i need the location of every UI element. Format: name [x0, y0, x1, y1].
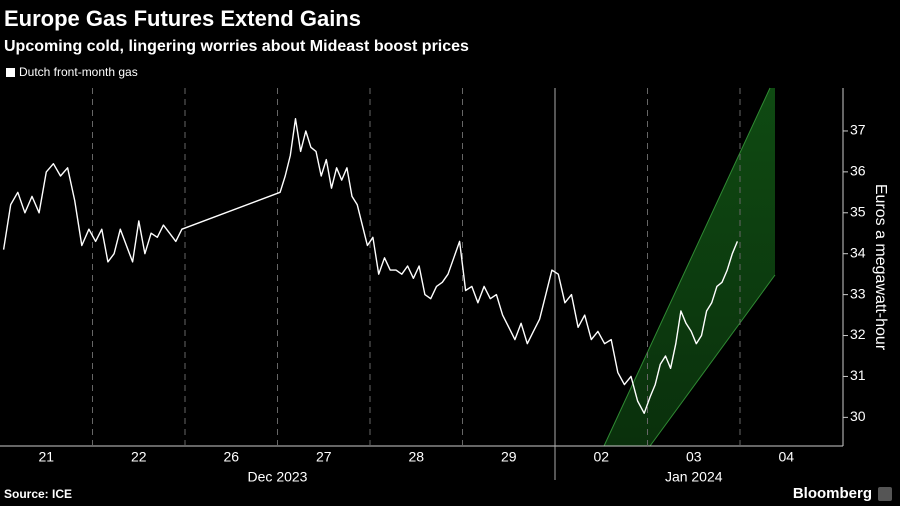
channel-edge	[603, 87, 771, 447]
brand: Bloomberg	[793, 485, 872, 502]
x-tick-label: 21	[38, 449, 54, 465]
x-tick-label: 28	[408, 449, 424, 465]
y-tick-label: 34	[850, 244, 866, 260]
legend-label: Dutch front-month gas	[19, 65, 138, 79]
legend-swatch	[6, 68, 15, 77]
x-tick-label: 27	[316, 449, 332, 465]
chart-subtitle: Upcoming cold, lingering worries about M…	[4, 38, 469, 55]
x-tick-label: 29	[501, 449, 517, 465]
channel-edge	[649, 274, 776, 447]
y-tick-label: 30	[850, 408, 866, 424]
y-axis-label: Euros a megawatt-hour	[872, 184, 889, 351]
brand-icon	[878, 487, 892, 501]
x-group-label: Jan 2024	[665, 469, 723, 485]
trend-channel	[604, 88, 775, 446]
y-tick-label: 33	[850, 285, 866, 301]
chart-title: Europe Gas Futures Extend Gains	[4, 6, 361, 31]
y-tick-label: 35	[850, 203, 866, 219]
y-tick-label: 36	[850, 163, 866, 179]
x-tick-label: 22	[131, 449, 147, 465]
x-tick-label: 02	[593, 449, 609, 465]
source: Source: ICE	[4, 487, 72, 501]
x-tick-label: 04	[778, 449, 794, 465]
y-tick-label: 31	[850, 367, 866, 383]
price-line	[2, 117, 739, 414]
y-tick-label: 32	[850, 326, 866, 342]
y-tick-label: 37	[850, 122, 866, 138]
x-tick-label: 03	[686, 449, 702, 465]
x-group-label: Dec 2023	[248, 469, 308, 485]
x-tick-label: 26	[223, 449, 239, 465]
